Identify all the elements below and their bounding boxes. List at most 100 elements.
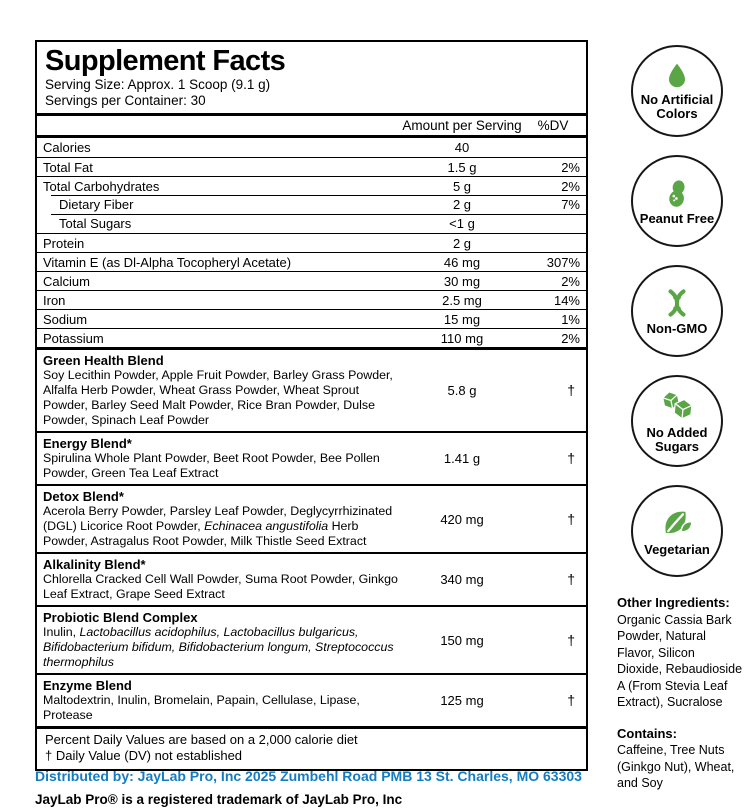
divider [37, 135, 586, 138]
table-row: Vitamin E (as Dl-Alpha Tocopheryl Acetat… [37, 252, 586, 271]
table-row: Total Sugars <1 g [37, 214, 586, 233]
blend-amount: 1.41 g [443, 451, 481, 466]
nutrient-amount: 1.5 g [447, 159, 477, 175]
table-row: Total Carbohydrates 5 g 2% [37, 176, 586, 195]
nutrient-dv: 2% [561, 273, 580, 289]
peanut-icon [661, 177, 694, 210]
nutrient-amount: 2.5 mg [442, 292, 482, 308]
servings-per-container: Servings per Container: 30 [45, 93, 206, 108]
badge: Vegetarian [631, 485, 723, 577]
badge: Non-GMO [631, 265, 723, 357]
blend-ingredient-text: Herb Powder, Astragalus Root Powder, Mil… [43, 519, 367, 548]
table-row: Dietary Fiber 2 g 7% [37, 195, 586, 214]
other-ingredients-text: Organic Cassia Bark Powder, Natural Flav… [617, 612, 743, 710]
blend-cell: Green Health Blend Soy Lecithin Powder, A… [37, 353, 402, 428]
badge-label: Vegetarian [644, 542, 710, 557]
nutrient-amount: 110 mg [440, 330, 484, 346]
footnote-line: † Daily Value (DV) not established [45, 748, 243, 763]
blend-amount: 420 mg [440, 511, 484, 527]
nutrient-dv: 2% [561, 330, 580, 346]
blend-name: Detox Blend* [43, 489, 124, 504]
table-row: Alkalinity Blend* Chlorella Cracked Cell … [37, 552, 586, 605]
nutrient-name: Dietary Fiber [59, 197, 134, 212]
table-row: Total Fat 1.5 g 2% [37, 157, 586, 176]
nutrient-amount: 40 [454, 140, 470, 155]
badge-list: No Artificial Colors Peanut Free Non-GMO No… [611, 45, 743, 577]
nutrient-amount: 15 mg [443, 311, 481, 327]
nutrient-amount: <1 g [449, 216, 475, 231]
table-row: Calories 40 [37, 138, 586, 157]
nutrient-dv: 7% [561, 197, 580, 212]
footnotes: Percent Daily Values are based on a 2,00… [37, 729, 586, 769]
blend-cell: Probiotic Blend Complex Inulin, Lactobaci… [37, 610, 402, 670]
blend-dv-dagger: † [567, 631, 575, 648]
serving-size: Serving Size: Approx. 1 Scoop (9.1 g) [45, 77, 271, 92]
panel-title: Supplement Facts [45, 45, 286, 77]
blend-ingredient-text: Acerola Berry Powder, Parsley Leaf Powde… [43, 504, 393, 533]
badge: No Added Sugars [631, 375, 723, 467]
contains-heading: Contains: [617, 725, 677, 741]
blend-amount: 150 mg [440, 632, 484, 648]
table-row: Green Health Blend Soy Lecithin Powder, A… [37, 350, 586, 431]
nutrient-name: Calories [43, 140, 91, 155]
table-row: Iron 2.5 mg 14% [37, 290, 586, 309]
trademark-line: JayLab Pro® is a registered trademark of… [35, 792, 403, 807]
nutrient-name: Total Fat [43, 159, 93, 175]
footnote-line: Percent Daily Values are based on a 2,00… [45, 732, 358, 747]
blend-cell: Energy Blend* Spirulina Whole Plant Powde… [37, 436, 402, 481]
nutrient-name: Vitamin E (as Dl-Alpha Tocopheryl Acetat… [43, 254, 292, 270]
nutrient-dv: 14% [553, 292, 580, 308]
blend-description: Inulin, Lactobacillus acidophilus, Lacto… [43, 625, 401, 670]
badge-label: Non-GMO [646, 321, 708, 336]
nutrient-amount: 46 mg [443, 254, 481, 270]
dna-icon [660, 286, 694, 320]
blend-name: Probiotic Blend Complex [43, 610, 198, 625]
blend-description: Chlorella Cracked Cell Wall Powder, Suma… [43, 572, 401, 602]
table-row: Potassium 110 mg 2% [37, 328, 586, 347]
table-row: Energy Blend* Spirulina Whole Plant Powde… [37, 431, 586, 484]
divider [37, 113, 586, 116]
column-header-amount: Amount per Serving [402, 118, 522, 133]
blend-name: Alkalinity Blend* [43, 557, 146, 572]
nutrient-name: Potassium [43, 330, 104, 346]
nutrient-name: Sodium [43, 311, 88, 327]
other-ingredients-heading: Other Ingredients: [617, 595, 730, 610]
blend-amount: 125 mg [440, 693, 484, 708]
nutrient-name: Calcium [43, 273, 90, 289]
distributed-by-label: Distributed by: [35, 768, 134, 784]
blend-ingredient-text: Soy Lecithin Powder, Apple Fruit Powder,… [43, 368, 393, 427]
blend-description: Maltodextrin, Inulin, Bromelain, Papain,… [43, 693, 401, 723]
blend-ingredient-text: Maltodextrin, Inulin, Bromelain, Papain,… [43, 693, 360, 722]
nutrient-dv: 2% [561, 159, 580, 175]
blend-ingredient-text: Chlorella Cracked Cell Wall Powder, Suma… [43, 572, 398, 601]
blend-name: Enzyme Blend [43, 678, 132, 693]
contains-section: Contains: Caffeine, Tree Nuts (Ginkgo Nu… [611, 726, 743, 792]
contains-text: Caffeine, Tree Nuts (Ginkgo Nut), Wheat,… [617, 743, 735, 790]
sugar-cubes-icon [659, 388, 695, 424]
nutrient-amount: 2 g [452, 197, 472, 212]
badge-label: No Added Sugars [646, 425, 708, 454]
nutrient-amount: 30 mg [443, 273, 481, 289]
badge: No Artificial Colors [631, 45, 723, 137]
badge: Peanut Free [631, 155, 723, 247]
nutrient-name: Total Carbohydrates [43, 178, 160, 194]
nutrient-amount: 5 g [452, 178, 472, 194]
blend-amount: 5.8 g [447, 383, 477, 398]
column-header-dv: %DV [537, 118, 569, 133]
nutrient-dv: 307% [546, 254, 580, 270]
nutrient-dv: 1% [561, 311, 580, 327]
blend-dv-dagger: † [567, 450, 575, 466]
distributor-line: Distributed by: JayLab Pro, Inc 2025 Zum… [35, 768, 595, 784]
blend-dv-dagger: † [567, 571, 575, 587]
blend-name: Green Health Blend [43, 353, 164, 368]
blend-cell: Detox Blend* Acerola Berry Powder, Parsle… [37, 489, 402, 549]
badge-label: Peanut Free [639, 210, 715, 226]
blend-dv-dagger: † [567, 510, 575, 527]
nutrient-name: Iron [43, 292, 66, 308]
table-row: Detox Blend* Acerola Berry Powder, Parsle… [37, 484, 586, 552]
table-row: Calcium 30 mg 2% [37, 271, 586, 290]
table-row: Protein 2 g [37, 233, 586, 252]
distributed-by-address: JayLab Pro, Inc 2025 Zumbehl Road PMB 13… [137, 768, 582, 784]
blend-rows: Green Health Blend Soy Lecithin Powder, A… [37, 350, 586, 726]
nutrient-dv: 2% [561, 178, 580, 194]
